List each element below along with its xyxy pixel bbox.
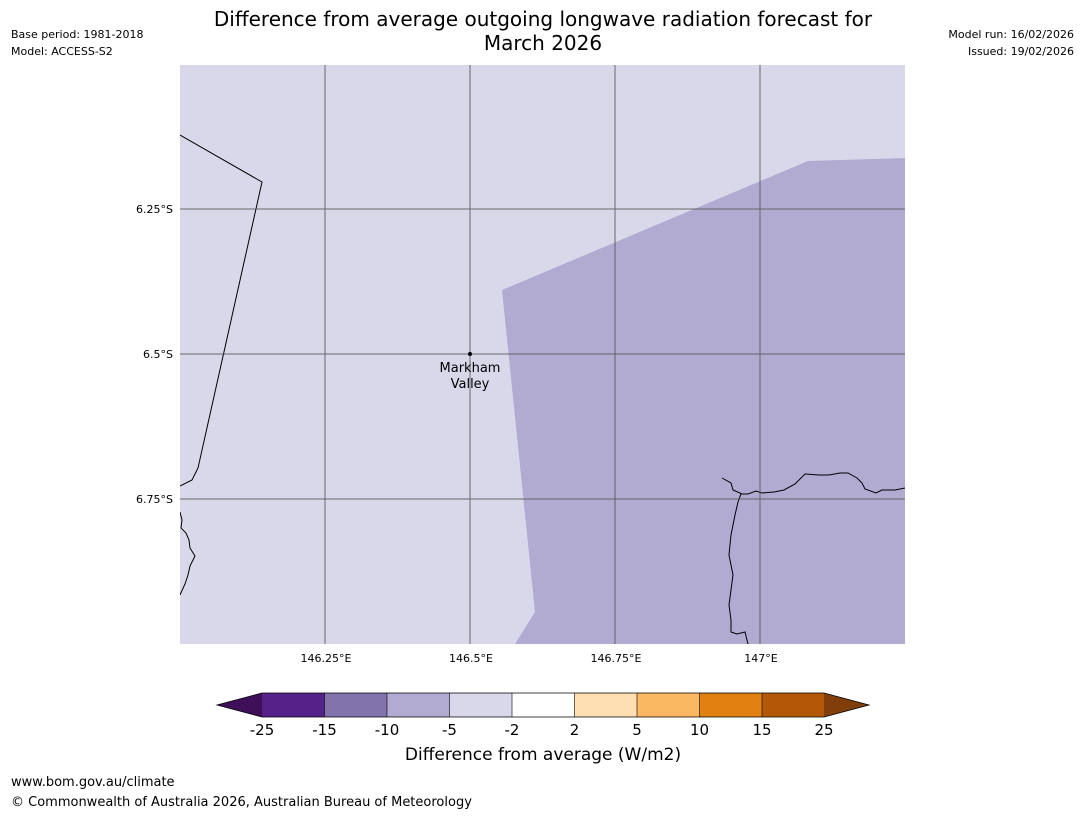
lon-label: 146.5°E — [449, 652, 493, 665]
colorbar-tick: 25 — [814, 721, 833, 739]
colorbar-tick: -10 — [375, 721, 400, 739]
place-label-line-2: Valley — [451, 377, 490, 392]
colorbar-label: Difference from average (W/m2) — [404, 745, 682, 765]
lat-label: 6.25°S — [136, 203, 173, 216]
map-title: Difference from average outgoing longwav… — [180, 7, 906, 55]
lon-label: 146.75°E — [591, 652, 642, 665]
footer-url[interactable]: www.bom.gov.au/climate — [11, 775, 175, 790]
model-run: Model run: 16/02/2026 — [948, 28, 1074, 41]
lat-label: 6.75°S — [136, 493, 173, 506]
colorbar-extend-left — [217, 693, 262, 717]
colorbar: -25 -15 -10 -5 -2 2 5 10 15 25 — [215, 692, 871, 739]
border-line — [180, 134, 263, 487]
colorbar-tick: -25 — [250, 721, 275, 739]
colorbar-tick: -5 — [442, 721, 457, 739]
issued-date: Issued: 19/02/2026 — [967, 45, 1074, 58]
colorbar-tick: -2 — [505, 721, 520, 739]
place-label-line-1: Markham — [440, 361, 501, 376]
place-marker — [468, 352, 472, 356]
metadata-left: Base period: 1981-2018 Model: ACCESS-S2 — [11, 26, 143, 60]
colorbar-swatch — [637, 693, 700, 717]
model-name: Model: ACCESS-S2 — [11, 45, 113, 58]
metadata-right: Model run: 16/02/2026 Issued: 19/02/2026 — [948, 26, 1074, 60]
colorbar-tick: 15 — [752, 721, 771, 739]
title-line-2: March 2026 — [483, 31, 603, 55]
colorbar-swatch — [699, 693, 762, 717]
anomaly-region — [502, 158, 905, 644]
colorbar-tick: 2 — [570, 721, 580, 739]
colorbar-tick: -15 — [312, 721, 337, 739]
footer-copyright: © Commonwealth of Australia 2026, Austra… — [11, 795, 472, 810]
colorbar-swatch — [574, 693, 637, 717]
colorbar-extend-right — [824, 693, 869, 717]
colorbar-swatch — [512, 693, 575, 717]
lat-label: 6.5°S — [143, 348, 173, 361]
title-line-1: Difference from average outgoing longwav… — [213, 7, 873, 31]
base-period: Base period: 1981-2018 — [11, 28, 144, 41]
colorbar-swatch — [324, 693, 387, 717]
river-line — [728, 493, 749, 644]
colorbar-swatch — [449, 693, 512, 717]
colorbar-tick: 5 — [632, 721, 642, 739]
lon-label: 147°E — [744, 652, 777, 665]
lon-label: 146.25°E — [301, 652, 352, 665]
colorbar-swatch — [262, 693, 325, 717]
coastline-east — [721, 472, 905, 495]
colorbar-swatch — [762, 693, 824, 717]
coastline-west — [180, 511, 196, 596]
colorbar-swatch — [387, 693, 450, 717]
colorbar-tick: 10 — [690, 721, 709, 739]
